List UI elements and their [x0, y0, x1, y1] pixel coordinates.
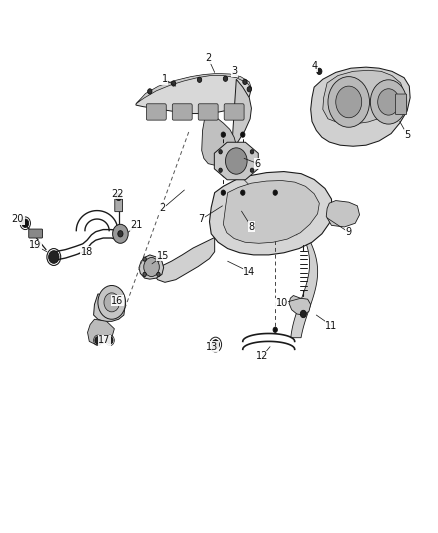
Text: 21: 21 [131, 220, 143, 230]
FancyBboxPatch shape [172, 104, 192, 120]
Circle shape [250, 168, 254, 172]
Polygon shape [223, 181, 319, 243]
Text: 12: 12 [256, 351, 268, 361]
Circle shape [157, 257, 160, 261]
Circle shape [328, 77, 370, 127]
Circle shape [223, 76, 228, 82]
Text: 7: 7 [198, 214, 205, 224]
Circle shape [240, 132, 245, 138]
Text: 2: 2 [160, 204, 166, 214]
Polygon shape [88, 319, 114, 344]
Text: 1: 1 [162, 74, 168, 84]
Circle shape [49, 251, 59, 263]
Circle shape [247, 87, 251, 92]
Circle shape [143, 272, 146, 277]
Circle shape [300, 310, 306, 318]
Polygon shape [311, 67, 410, 146]
Circle shape [104, 293, 120, 312]
Polygon shape [209, 172, 332, 255]
Circle shape [157, 272, 160, 277]
Circle shape [336, 86, 362, 118]
Text: 19: 19 [29, 240, 41, 251]
Polygon shape [323, 70, 404, 124]
Circle shape [116, 193, 122, 200]
Circle shape [212, 340, 219, 349]
Circle shape [22, 219, 29, 228]
Circle shape [148, 89, 152, 94]
Text: 6: 6 [255, 159, 261, 168]
Circle shape [240, 190, 245, 195]
Text: 15: 15 [157, 251, 169, 261]
Circle shape [273, 190, 277, 195]
Circle shape [243, 79, 247, 85]
Polygon shape [220, 79, 251, 177]
FancyBboxPatch shape [396, 94, 406, 115]
FancyBboxPatch shape [115, 199, 123, 212]
Polygon shape [202, 111, 236, 165]
Circle shape [198, 77, 202, 83]
Circle shape [378, 89, 399, 115]
Text: 4: 4 [311, 61, 317, 71]
Text: 18: 18 [81, 247, 93, 257]
Circle shape [143, 257, 146, 261]
Circle shape [95, 337, 101, 344]
Text: 8: 8 [248, 222, 254, 232]
Text: 22: 22 [111, 189, 124, 199]
Text: 13: 13 [206, 342, 219, 352]
Text: 10: 10 [276, 298, 288, 309]
FancyBboxPatch shape [146, 104, 166, 120]
Circle shape [226, 148, 247, 174]
Polygon shape [289, 295, 311, 315]
Text: 16: 16 [111, 296, 124, 306]
Circle shape [144, 257, 159, 277]
Polygon shape [139, 255, 164, 279]
Circle shape [317, 68, 322, 75]
Polygon shape [137, 74, 251, 103]
Polygon shape [94, 294, 125, 321]
Circle shape [107, 337, 113, 344]
Text: 2: 2 [205, 53, 211, 63]
FancyBboxPatch shape [224, 104, 244, 120]
Text: 20: 20 [12, 214, 24, 224]
Text: 17: 17 [98, 335, 110, 345]
Circle shape [250, 150, 254, 154]
Polygon shape [214, 142, 258, 180]
Text: 9: 9 [346, 227, 352, 237]
Text: 5: 5 [404, 130, 410, 140]
Circle shape [219, 168, 223, 172]
Polygon shape [291, 232, 318, 338]
Circle shape [221, 132, 226, 138]
FancyBboxPatch shape [198, 104, 218, 120]
Circle shape [98, 286, 126, 319]
Text: 14: 14 [243, 267, 255, 277]
Polygon shape [136, 75, 251, 114]
Circle shape [221, 190, 226, 195]
Circle shape [219, 150, 223, 154]
Polygon shape [326, 200, 360, 227]
Text: 11: 11 [325, 320, 338, 330]
Polygon shape [153, 238, 215, 282]
Text: 3: 3 [231, 66, 237, 76]
Circle shape [113, 224, 128, 243]
Circle shape [171, 81, 176, 86]
FancyBboxPatch shape [29, 229, 42, 238]
Circle shape [371, 80, 406, 124]
Circle shape [273, 327, 277, 333]
Circle shape [118, 231, 123, 237]
